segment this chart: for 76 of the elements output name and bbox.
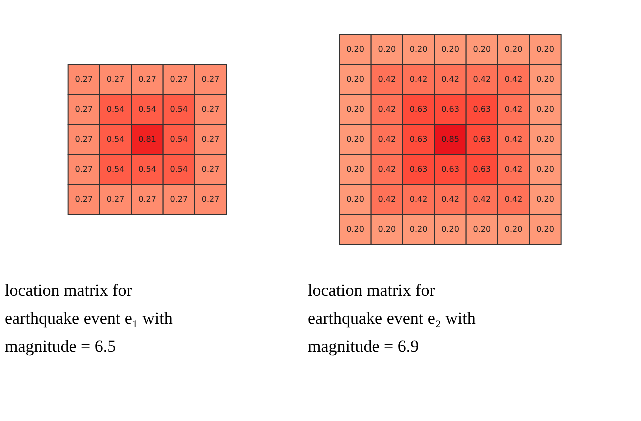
data-label: 0.20	[504, 225, 523, 234]
data-label: 0.20	[410, 45, 428, 54]
data-label: 0.63	[442, 105, 460, 114]
data-label: 0.20	[346, 75, 364, 84]
data-label: 0.20	[536, 75, 554, 84]
data-label: 0.42	[504, 135, 523, 144]
data-label: 0.20	[536, 165, 554, 174]
data-label: 0.27	[75, 165, 94, 174]
data-label: 0.42	[410, 195, 428, 204]
data-label: 0.54	[106, 165, 125, 174]
data-label: 0.20	[378, 45, 396, 54]
data-label: 0.63	[410, 105, 428, 114]
data-label: 0.27	[202, 195, 220, 204]
data-label: 0.63	[473, 165, 492, 174]
data-label: 0.20	[346, 45, 364, 54]
data-label: 0.42	[378, 75, 396, 84]
data-label: 0.42	[378, 135, 396, 144]
data-label: 0.27	[202, 105, 220, 114]
data-label: 0.54	[138, 165, 156, 174]
data-label: 0.54	[170, 105, 188, 114]
data-label: 0.42	[442, 75, 460, 84]
data-label: 0.20	[536, 135, 554, 144]
data-label: 0.54	[106, 135, 125, 144]
data-label: 0.20	[346, 105, 364, 114]
data-label: 0.27	[170, 75, 188, 84]
data-label: 0.42	[442, 195, 460, 204]
data-label: 0.42	[473, 195, 492, 204]
data-label: 0.27	[75, 195, 94, 204]
data-label: 0.63	[473, 135, 492, 144]
data-label: 0.20	[536, 45, 554, 54]
data-label: 0.27	[106, 75, 125, 84]
text: location matrix for earthquake event e₂ with magnitude = 6.9	[308, 281, 476, 356]
data-label: 0.20	[473, 45, 492, 54]
data-label: 0.27	[202, 165, 220, 174]
data-label: 0.27	[138, 75, 156, 84]
data-label: 0.42	[504, 105, 523, 114]
data-label: 0.54	[170, 165, 188, 174]
data-label: 0.27	[202, 75, 220, 84]
data-label: 0.42	[378, 195, 396, 204]
data-label: 0.27	[75, 75, 94, 84]
data-label: 0.63	[473, 105, 492, 114]
data-label: 0.42	[504, 75, 523, 84]
data-label: 0.54	[170, 135, 188, 144]
data-label: 0.20	[346, 135, 364, 144]
data-label: 0.42	[473, 75, 492, 84]
data-label: 0.54	[106, 105, 125, 114]
data-label: 0.20	[346, 165, 364, 174]
data-label: 0.20	[504, 45, 523, 54]
data-label: 0.42	[504, 195, 523, 204]
data-label: 0.20	[346, 225, 364, 234]
data-label: 0.27	[202, 135, 220, 144]
data-label: 0.63	[410, 135, 428, 144]
data-label: 0.81	[138, 135, 156, 144]
data-label: 0.42	[410, 75, 428, 84]
data-label: 0.54	[138, 105, 156, 114]
data-label: 0.42	[378, 165, 396, 174]
data-label: 0.20	[378, 225, 396, 234]
data-label: 0.20	[442, 225, 460, 234]
data-label: 0.27	[106, 195, 125, 204]
data-label: 0.20	[536, 195, 554, 204]
data-label: 0.20	[410, 225, 428, 234]
data-label: 0.63	[442, 165, 460, 174]
data-label: 0.20	[346, 195, 364, 204]
data-label: 0.20	[536, 225, 554, 234]
data-label: 0.27	[170, 195, 188, 204]
data-label: 0.20	[536, 105, 554, 114]
data-label: 0.27	[138, 195, 156, 204]
text: location matrix for earthquake event e₁ with magnitude = 6.5	[5, 281, 174, 356]
data-label: 0.20	[473, 225, 492, 234]
data-label: 0.42	[378, 105, 396, 114]
data-label: 0.42	[504, 165, 523, 174]
data-label: 0.27	[75, 105, 94, 114]
data-label: 0.63	[410, 165, 428, 174]
data-label: 0.85	[442, 135, 460, 144]
data-label: 0.27	[75, 135, 94, 144]
data-label: 0.20	[442, 45, 460, 54]
